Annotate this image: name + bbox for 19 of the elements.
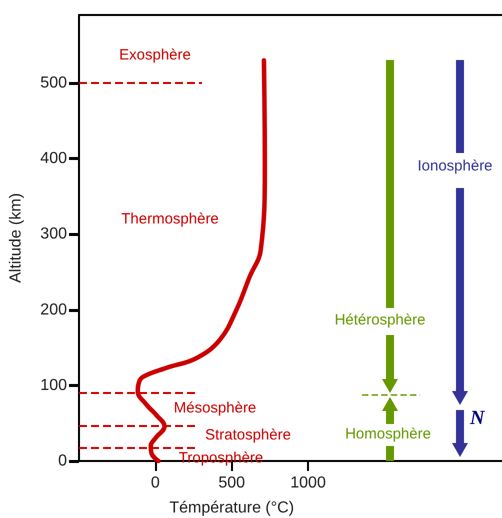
x-tick-label: 0 xyxy=(150,474,160,492)
annotation: N xyxy=(469,407,486,429)
y-tick-label: 0 xyxy=(58,452,68,470)
y-tick-label: 400 xyxy=(40,150,68,168)
annotation: Stratosphère xyxy=(205,426,291,444)
annotation: Mésosphère xyxy=(174,400,256,416)
annotation: Thermosphère xyxy=(121,210,219,228)
x-axis-title: Témpérature (°C) xyxy=(169,500,294,516)
y-tick-label: 100 xyxy=(40,376,68,394)
y-axis-title: Altitude (km) xyxy=(8,193,24,283)
annotation: Homosphère xyxy=(345,426,431,442)
y-tick-label: 300 xyxy=(40,226,68,243)
annotation: Exosphère xyxy=(119,46,191,64)
x-tick-label: 1000 xyxy=(290,474,326,492)
y-tick-label: 200 xyxy=(40,301,68,318)
y-tick-label: 500 xyxy=(40,74,68,92)
annotation: Ionosphère xyxy=(417,158,493,174)
annotation: Hétérosphère xyxy=(334,312,426,328)
x-tick-label: 500 xyxy=(218,474,246,492)
